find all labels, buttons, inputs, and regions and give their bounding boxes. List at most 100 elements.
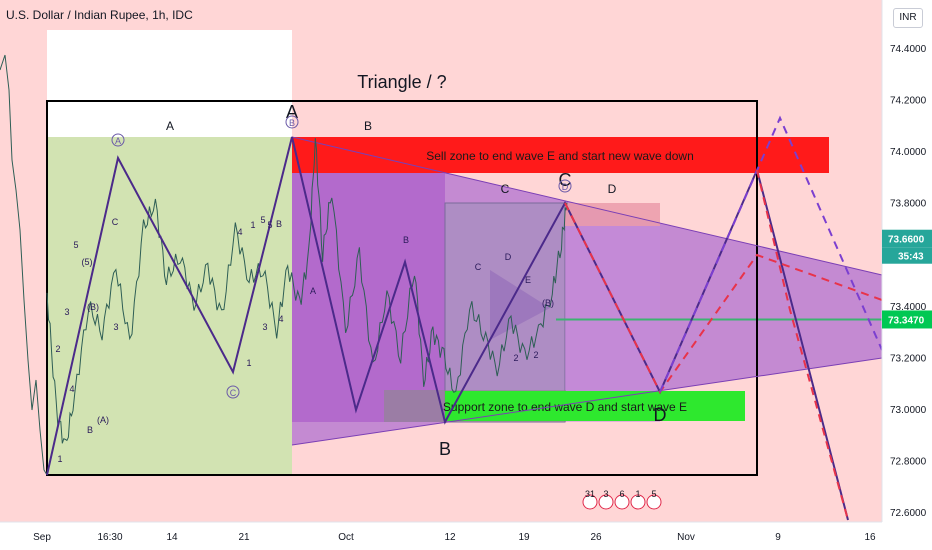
inner-triangle bbox=[490, 270, 550, 340]
price-label: 73.6600 bbox=[888, 235, 925, 246]
event-flag bbox=[646, 494, 662, 510]
countdown-label: 35:43 bbox=[898, 252, 924, 263]
y-tick-label: 73.8000 bbox=[890, 199, 927, 210]
price-label-bg bbox=[882, 310, 932, 329]
event-flag-label: 1 bbox=[635, 489, 640, 499]
small-wave-label: 4 bbox=[69, 384, 74, 394]
event-flag-label: 31 bbox=[585, 489, 595, 499]
pivot-label-b: B bbox=[439, 439, 451, 459]
event-flag bbox=[630, 494, 646, 510]
small-wave-label: 5 bbox=[267, 220, 272, 230]
x-tick-label: 16 bbox=[864, 532, 876, 543]
wave-d-box bbox=[565, 203, 660, 422]
y-tick-label: 72.8000 bbox=[890, 457, 927, 468]
small-wave-label: B bbox=[403, 235, 409, 245]
small-wave-label: 4 bbox=[237, 227, 242, 237]
currency-badge[interactable]: INR bbox=[893, 8, 923, 28]
small-wave-label: 1 bbox=[246, 358, 251, 368]
small-wave-label: B bbox=[276, 219, 282, 229]
wave-label-b: B bbox=[364, 119, 372, 133]
x-tick-label: 14 bbox=[166, 532, 178, 543]
x-tick-label: Oct bbox=[338, 532, 354, 543]
x-tick-label: 16:30 bbox=[97, 532, 122, 543]
y-tick-label: 73.2000 bbox=[890, 353, 927, 364]
history-series bbox=[0, 54, 48, 476]
event-flag-label: 6 bbox=[619, 489, 624, 499]
small-wave-label: 5 bbox=[260, 215, 265, 225]
countdown-bg bbox=[882, 247, 932, 264]
small-wave-label: A bbox=[310, 286, 316, 296]
projection-red-down bbox=[756, 169, 849, 521]
circled-marker bbox=[285, 115, 299, 129]
sell-zone bbox=[292, 137, 829, 173]
chart-title: Triangle / ? bbox=[357, 72, 446, 92]
wave-b-box bbox=[292, 137, 445, 422]
small-wave-label: B bbox=[87, 425, 93, 435]
price-label: 73.3470 bbox=[888, 315, 925, 326]
price-label-bg bbox=[882, 229, 932, 248]
x-tick-label: 19 bbox=[518, 532, 530, 543]
wave-label-d: D bbox=[608, 182, 617, 196]
small-wave-label: C bbox=[475, 262, 482, 272]
projection-red bbox=[564, 202, 883, 394]
event-flag bbox=[582, 494, 598, 510]
x-tick-label: 26 bbox=[590, 532, 602, 543]
small-wave-label: 1 bbox=[57, 454, 62, 464]
circled-label: A bbox=[115, 136, 121, 146]
triangle-upper-line bbox=[291, 136, 883, 276]
bottom-shade bbox=[47, 475, 292, 522]
small-wave-label: 2 bbox=[533, 350, 538, 360]
wave-path bbox=[46, 136, 849, 521]
circled-label: C bbox=[230, 388, 237, 398]
event-flag-label: 5 bbox=[651, 489, 656, 499]
triangle-frame bbox=[46, 100, 758, 476]
event-flag bbox=[598, 494, 614, 510]
x-tick-label: 12 bbox=[444, 532, 456, 543]
circled-marker bbox=[111, 133, 125, 147]
y-tick-label: 72.6000 bbox=[890, 508, 927, 519]
small-wave-label: 3 bbox=[113, 322, 118, 332]
small-wave-label: 3 bbox=[262, 322, 267, 332]
small-wave-label: 4 bbox=[278, 314, 283, 324]
sell-zone-label: Sell zone to end wave E and start new wa… bbox=[426, 149, 694, 163]
small-wave-label: 1 bbox=[250, 220, 255, 230]
x-tick-label: 21 bbox=[238, 532, 250, 543]
x-tick-label: Nov bbox=[677, 532, 695, 543]
symbol-title: U.S. Dollar / Indian Rupee, 1h, IDC bbox=[6, 8, 193, 22]
y-tick-label: 74.0000 bbox=[890, 147, 927, 158]
small-wave-label: C bbox=[112, 217, 119, 227]
y-axis-panel bbox=[882, 0, 932, 550]
small-wave-label: 3 bbox=[64, 307, 69, 317]
x-tick-label: 9 bbox=[775, 532, 781, 543]
wave-a-box bbox=[47, 137, 292, 475]
y-tick-label: 73.4000 bbox=[890, 302, 927, 313]
wave-label-c: C bbox=[501, 182, 510, 196]
circled-marker bbox=[558, 179, 572, 193]
x-tick-label: Sep bbox=[33, 532, 51, 543]
triangle-lower-line bbox=[291, 357, 883, 446]
y-tick-label: 73.0000 bbox=[890, 405, 927, 416]
small-wave-label: (A) bbox=[97, 415, 109, 425]
circled-marker bbox=[226, 385, 240, 399]
projection-purple bbox=[659, 115, 883, 393]
small-wave-label: (B) bbox=[87, 302, 99, 312]
small-wave-label: E bbox=[525, 275, 531, 285]
event-flag bbox=[614, 494, 630, 510]
small-wave-label: 2 bbox=[513, 353, 518, 363]
circled-label: D bbox=[562, 182, 569, 192]
support-zone-label: Support zone to end wave D and start wav… bbox=[443, 400, 687, 414]
small-wave-label: D bbox=[505, 252, 512, 262]
small-wave-label: 5 bbox=[73, 240, 78, 250]
circled-label: B bbox=[289, 118, 295, 128]
x-axis-panel bbox=[0, 522, 932, 550]
y-tick-label: 74.2000 bbox=[890, 95, 927, 106]
top-shade bbox=[47, 0, 292, 30]
pivot-label-d: D bbox=[654, 405, 667, 425]
price-series bbox=[46, 138, 568, 444]
wave-d-top bbox=[565, 203, 660, 226]
wave-label-a: A bbox=[166, 119, 174, 133]
y-tick-label: 74.4000 bbox=[890, 44, 927, 55]
small-wave-label: (5) bbox=[82, 257, 93, 267]
